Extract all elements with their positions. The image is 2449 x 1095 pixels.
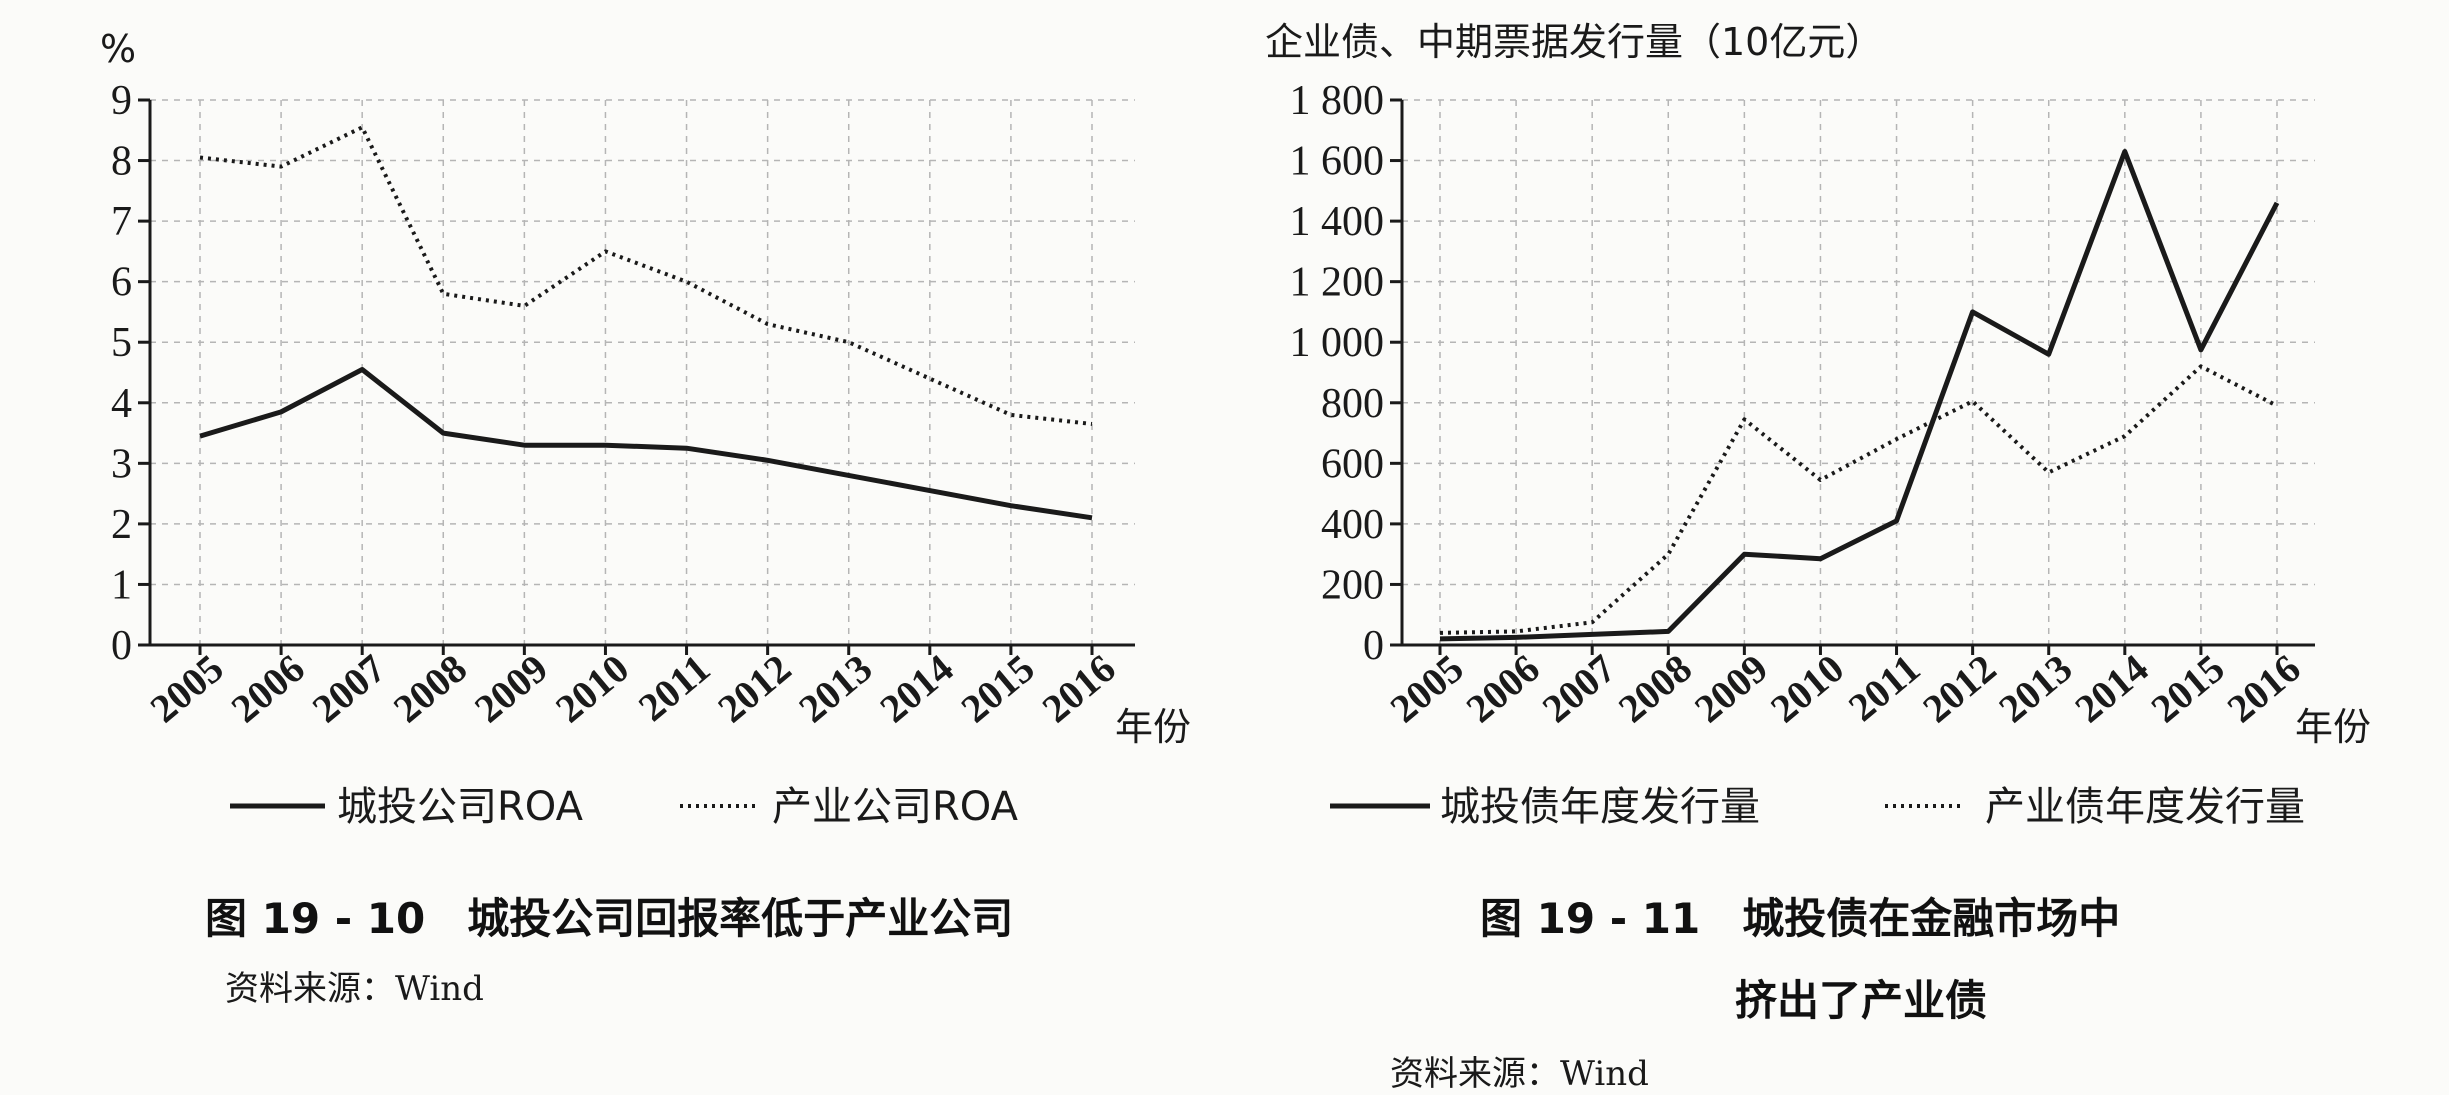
x-tick-label: 2013 bbox=[1990, 645, 2080, 731]
y-tick-label: 1 800 bbox=[1290, 78, 1385, 124]
x-tick-label: 2012 bbox=[709, 645, 799, 731]
chart-issuance-series-chengtou-line bbox=[1439, 149, 2280, 642]
y-tick-label: 0 bbox=[111, 623, 132, 669]
y-tick-label: 1 200 bbox=[1290, 260, 1385, 306]
y-tick-label: 5 bbox=[111, 320, 132, 366]
y-tick-label: 7 bbox=[111, 199, 132, 245]
y-tick-label: 0 bbox=[1363, 623, 1384, 669]
y-tick-label: 1 bbox=[111, 562, 132, 608]
chart-issuance-legend: 城投债年度发行量 产业债年度发行量 bbox=[1330, 784, 2305, 830]
chart-roa-legend: 城投公司ROA 产业公司ROA bbox=[230, 784, 1019, 830]
chart-issuance-caption-line-1: 图 19 - 11 城投债在金融市场中 bbox=[1480, 894, 2120, 943]
chart-issuance-caption-line-2: 挤出了产业债 bbox=[1735, 976, 1987, 1025]
x-tick-label: 2007 bbox=[1534, 645, 1624, 731]
chart-roa-series-chengtou-line bbox=[199, 367, 1093, 521]
legend-chanye-roa-label: 产业公司ROA bbox=[772, 784, 1019, 830]
x-tick-label: 2006 bbox=[223, 645, 313, 731]
x-tick-label: 2007 bbox=[304, 645, 394, 731]
chart-issuance-x-axis-label: 年份 bbox=[2295, 705, 2371, 749]
chart-roa-y-ticks: 0 1 2 3 4 5 6 7 8 9 bbox=[111, 78, 150, 669]
x-tick-label: 2015 bbox=[952, 645, 1042, 731]
x-tick-label: 2010 bbox=[547, 645, 637, 731]
x-tick-label: 2014 bbox=[871, 645, 961, 731]
y-tick-label: 800 bbox=[1321, 381, 1384, 427]
y-tick-label: 600 bbox=[1321, 441, 1384, 487]
y-tick-label: 400 bbox=[1321, 502, 1384, 548]
y-tick-label: 9 bbox=[111, 78, 132, 124]
y-tick-label: 4 bbox=[111, 381, 132, 427]
x-tick-label: 2009 bbox=[466, 645, 556, 731]
x-tick-label: 2015 bbox=[2142, 645, 2232, 731]
chart-roa-gridlines bbox=[150, 99, 1135, 645]
x-tick-label: 2012 bbox=[1914, 645, 2004, 731]
y-tick-label: 3 bbox=[111, 441, 132, 487]
y-tick-label: 8 bbox=[111, 139, 132, 185]
chart-roa-x-axis-label: 年份 bbox=[1115, 705, 1191, 749]
x-tick-label: 2010 bbox=[1762, 645, 1852, 731]
y-tick-label: 2 bbox=[111, 502, 132, 548]
y-tick-label: 1 400 bbox=[1290, 199, 1385, 245]
chart-roa-source: 资料来源：Wind bbox=[225, 969, 484, 1009]
x-tick-label: 2008 bbox=[385, 645, 475, 731]
chart-roa-caption: 图 19 - 10 城投公司回报率低于产业公司 bbox=[205, 894, 1013, 943]
legend-chengtou-issuance-label: 城投债年度发行量 bbox=[1440, 784, 1760, 830]
x-tick-label: 2009 bbox=[1686, 645, 1776, 731]
chart-issuance-series-chanye-line bbox=[1439, 364, 2278, 635]
chart-issuance-source: 资料来源：Wind bbox=[1390, 1054, 1649, 1094]
x-tick-label: 2016 bbox=[1034, 645, 1124, 731]
chart-roa-y-axis-label: % bbox=[100, 27, 136, 71]
chart-issuance-gridlines bbox=[1402, 99, 2315, 645]
x-tick-label: 2008 bbox=[1610, 645, 1700, 731]
legend-chanye-issuance-label: 产业债年度发行量 bbox=[1985, 784, 2305, 830]
x-tick-label: 2011 bbox=[1840, 645, 1929, 729]
x-tick-label: 2006 bbox=[1458, 645, 1548, 731]
y-tick-label: 1 600 bbox=[1290, 139, 1385, 185]
chart-roa-x-ticks: 2005200620072008200920102011201220132014… bbox=[142, 645, 1124, 731]
legend-chengtou-roa-label: 城投公司ROA bbox=[337, 784, 584, 830]
chart-issuance-y-axis-label: 企业债、中期票据发行量（10亿元） bbox=[1265, 20, 1883, 64]
y-tick-label: 6 bbox=[111, 260, 132, 306]
chart-issuance-x-ticks: 2005200620072008200920102011201220132014… bbox=[1382, 645, 2309, 731]
y-tick-label: 1 000 bbox=[1290, 320, 1385, 366]
x-tick-label: 2013 bbox=[790, 645, 880, 731]
x-tick-label: 2005 bbox=[1382, 645, 1472, 731]
y-tick-label: 200 bbox=[1321, 562, 1384, 608]
x-tick-label: 2011 bbox=[630, 645, 719, 729]
chart-roa-series-chanye-line bbox=[199, 125, 1093, 426]
x-tick-label: 2005 bbox=[142, 645, 232, 731]
chart-issuance: 企业债、中期票据发行量（10亿元） 0 200 400 600 800 1 000 1 20… bbox=[1265, 20, 2371, 1094]
chart-issuance-y-ticks: 0 200 400 600 800 1 000 1 200 1 400 1 600 1 800 bbox=[1290, 78, 1402, 669]
x-tick-label: 2014 bbox=[2066, 645, 2156, 731]
